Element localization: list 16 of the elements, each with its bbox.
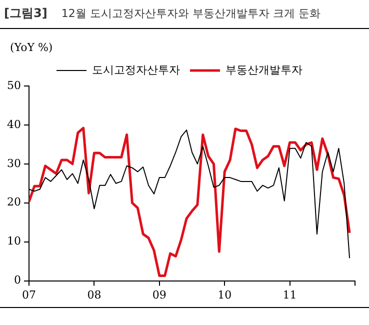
text: [그림3] (4, 4, 48, 22)
x-tick-label: 10 (218, 288, 232, 302)
y-tick-label: 40 (6, 118, 21, 131)
y-tick-label: 30 (6, 156, 21, 170)
chart-title: 12월 도시고정자산투자와 부동산개발투자 크게 둔화 (61, 6, 320, 20)
y-tick-label: 10 (6, 234, 21, 248)
y-tick-label: 50 (6, 78, 21, 92)
x-tick-label: 11 (282, 288, 297, 302)
y-tick-label: 0 (14, 274, 21, 287)
y-tick-label: 20 (6, 196, 21, 209)
y-axis-title: (YoY %) (10, 41, 54, 55)
legend-label: 부동산개발투자 (226, 63, 302, 76)
x-tick-label: 09 (152, 288, 166, 302)
x-tick-label: 08 (87, 288, 102, 302)
legend-label: 도시고정자산투자 (92, 63, 180, 76)
x-tick-label: 07 (22, 288, 36, 302)
